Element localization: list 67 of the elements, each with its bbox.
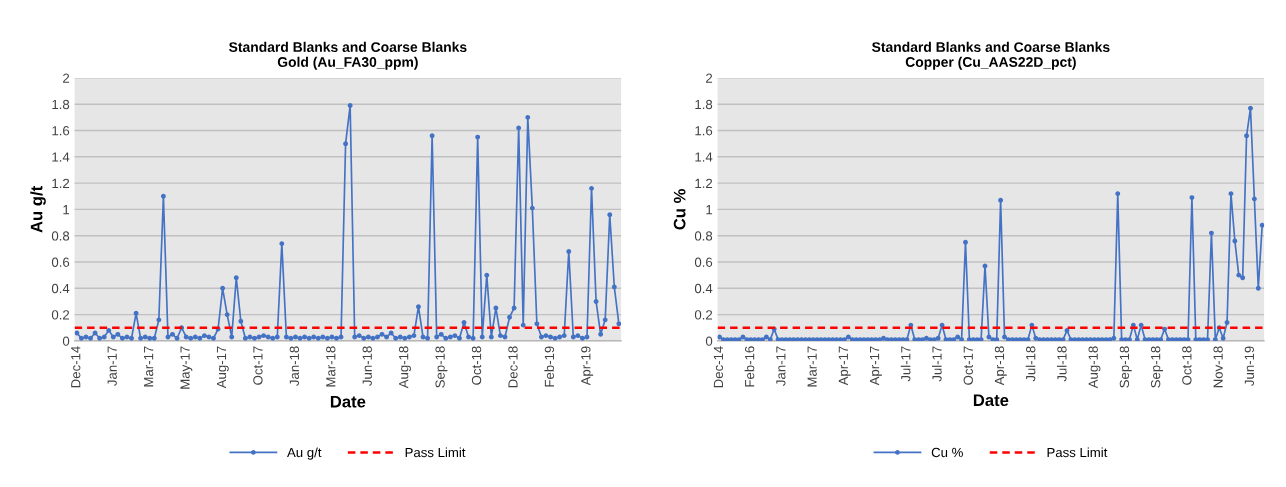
chart-title: Standard Blanks and Coarse Blanks bbox=[229, 41, 467, 52]
legend-label: Au g/t bbox=[287, 447, 322, 460]
x-tick-label: Jul-18 bbox=[1025, 346, 1036, 382]
x-tick-label: Jan-18 bbox=[289, 346, 300, 386]
y-tick-label: 0.6 bbox=[51, 257, 70, 267]
y-tick-label: 0.4 bbox=[51, 283, 70, 294]
x-tick-label: Apr-18 bbox=[994, 346, 1007, 386]
x-tick-label: Apr-17 bbox=[870, 346, 882, 386]
x-tick-label: Mar-17 bbox=[807, 346, 817, 387]
x-tick-label: Mar-18 bbox=[326, 346, 336, 387]
y-tick-label: 0.2 bbox=[694, 310, 713, 320]
x-tick-label: Feb-16 bbox=[744, 346, 755, 387]
x-tick-label: Jun-19 bbox=[1244, 346, 1255, 386]
y-tick-label: 1.4 bbox=[52, 152, 70, 162]
x-tick-label: Sep-18 bbox=[1150, 346, 1163, 388]
y-tick-label: 0 bbox=[62, 336, 70, 346]
x-tick-label: Apr-19 bbox=[581, 346, 594, 386]
y-tick-label: 1.6 bbox=[52, 126, 70, 136]
legend-label: Pass Limit bbox=[405, 447, 466, 458]
x-tick-label: Aug-17 bbox=[216, 346, 229, 389]
y-tick-label: 0.8 bbox=[51, 231, 70, 241]
x-axis-title: Date bbox=[330, 395, 366, 408]
x-tick-label: Mar-17 bbox=[144, 346, 154, 387]
chart-title: Standard Blanks and Coarse Blanks bbox=[872, 41, 1110, 52]
legend-label: Pass Limit bbox=[1047, 447, 1108, 458]
x-tick-label: Nov-18 bbox=[1213, 346, 1223, 388]
x-tick-label: Jul-17 bbox=[900, 346, 911, 382]
x-tick-label: Feb-19 bbox=[544, 346, 555, 387]
x-tick-label: Dec-14 bbox=[713, 346, 724, 388]
y-tick-label: 1.8 bbox=[695, 99, 713, 110]
y-axis-title: Au g/t bbox=[30, 186, 46, 233]
x-tick-label: Oct-17 bbox=[963, 346, 973, 385]
x-tick-label: Jan-17 bbox=[107, 346, 117, 386]
x-axis-title: Date bbox=[973, 394, 1009, 407]
legend-label: Cu % bbox=[931, 447, 963, 458]
chart-subtitle: Copper (Cu_AAS22D_pct) bbox=[905, 56, 1076, 70]
x-tick-label: Aug-18 bbox=[1088, 346, 1101, 389]
x-tick-label: Dec-14 bbox=[71, 346, 81, 388]
x-tick-label: Jun-18 bbox=[362, 346, 372, 386]
y-tick-label: 1 bbox=[63, 205, 70, 215]
y-tick-label: 1.2 bbox=[695, 178, 713, 188]
x-tick-label: Oct-17 bbox=[253, 346, 263, 385]
x-tick-label: May-17 bbox=[180, 346, 193, 389]
chart-subtitle: Gold (Au_FA30_ppm) bbox=[277, 56, 418, 70]
y-tick-label: 0.8 bbox=[694, 231, 713, 241]
y-tick-label: 0.6 bbox=[694, 257, 713, 267]
y-tick-label: 1.6 bbox=[695, 126, 713, 136]
x-tick-label: Sep-18 bbox=[435, 346, 448, 388]
x-tick-label: Apr-17 bbox=[838, 346, 851, 386]
x-tick-label: Jan-17 bbox=[776, 346, 786, 386]
y-tick-label: 1.4 bbox=[695, 152, 713, 162]
x-tick-label: Sep-18 bbox=[1119, 346, 1132, 388]
x-tick-label: Oct-18 bbox=[1182, 346, 1192, 385]
y-tick-label: 1.8 bbox=[52, 99, 70, 110]
y-tick-label: 2 bbox=[706, 73, 713, 83]
y-tick-label: 2 bbox=[63, 73, 70, 83]
x-tick-label: Aug-18 bbox=[398, 346, 411, 389]
y-tick-label: 0.2 bbox=[51, 310, 70, 320]
y-tick-label: 1 bbox=[706, 205, 713, 215]
x-tick-label: Jul-18 bbox=[1056, 346, 1067, 382]
x-tick-label: Oct-18 bbox=[471, 346, 482, 385]
y-axis-title: Cu % bbox=[673, 189, 686, 230]
x-tick-label: Jul-17 bbox=[932, 346, 942, 382]
x-tick-label: Dec-18 bbox=[508, 346, 518, 388]
y-tick-label: 0 bbox=[705, 336, 713, 346]
y-tick-label: 0.4 bbox=[694, 283, 713, 294]
y-tick-label: 1.2 bbox=[52, 178, 70, 188]
